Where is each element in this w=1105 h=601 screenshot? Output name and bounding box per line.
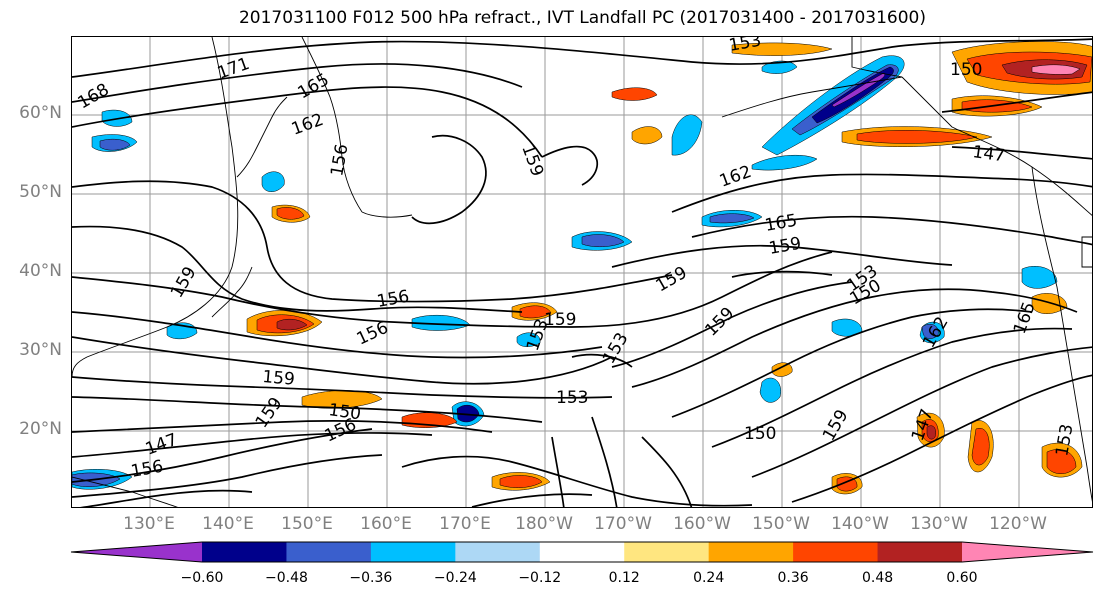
lon-label-140w: 140°W: [831, 514, 889, 534]
lat-label-20n: 20°N: [19, 419, 62, 439]
graticule: [72, 37, 1092, 507]
contour-label: 147: [971, 142, 1006, 166]
lon-label-130e: 130°E: [123, 514, 175, 534]
lon-label-120w: 120°W: [989, 514, 1047, 534]
lat-label-40n: 40°N: [19, 261, 62, 281]
contour-label: 168: [75, 80, 113, 114]
colorbar-tick-label: −0.12: [518, 570, 562, 586]
colorbar-tick-label: 0.24: [693, 570, 725, 586]
colorbar-bin: [202, 542, 287, 562]
colorbar-bin: [624, 542, 710, 562]
contour-label: 153: [556, 388, 588, 408]
colorbar-bin: [708, 542, 794, 562]
colorbar-bin: [370, 542, 456, 562]
contour-label: 165: [1010, 299, 1040, 336]
contour-label: 159: [517, 142, 547, 179]
colorbar-tick-label: 0.48: [861, 570, 894, 586]
contour-label: 171: [215, 54, 252, 84]
contour-label: 159: [252, 394, 287, 432]
contour-label: 150: [950, 60, 982, 80]
colorbar-bin: [877, 542, 963, 562]
contour-label: 159: [653, 263, 691, 297]
lon-label-140e: 140°E: [202, 514, 254, 534]
contour-label: 150: [744, 424, 776, 444]
lat-label-30n: 30°N: [19, 340, 62, 360]
lon-label-170w: 170°W: [594, 514, 652, 534]
lon-label-180w: 180°W: [515, 514, 573, 534]
contour-label: 159: [544, 310, 576, 330]
colorbar-tick-label: −0.24: [433, 570, 477, 586]
contour-label: 162: [919, 313, 953, 351]
contour-label: 150: [327, 400, 362, 424]
shaded-anomalies: [72, 41, 1092, 495]
colorbar-tick-label: 0.12: [608, 570, 640, 586]
lat-label-60n: 60°N: [19, 103, 62, 123]
colorbar-max-extension: [962, 542, 1093, 562]
contour-label: 165: [295, 70, 333, 104]
contour-label: 159: [819, 406, 853, 444]
contour-label: 153: [523, 316, 553, 353]
map-canvas: 171 168 165 162 159 156 153 150 147 162 …: [72, 37, 1092, 507]
colorbar-bin: [455, 542, 541, 562]
colorbar-outline: [70, 541, 1094, 563]
page-title: 2017031100 F012 500 hPa refract., IVT La…: [238, 8, 926, 28]
lon-label-160w: 160°W: [673, 514, 731, 534]
contour-label: 159: [262, 367, 296, 390]
colorbar-segments: [70, 541, 1094, 563]
contour-label: 159: [167, 263, 201, 301]
lon-label-150w: 150°W: [752, 514, 810, 534]
lon-label-130w: 130°W: [910, 514, 968, 534]
contour-label: 147: [143, 430, 180, 460]
lat-label-50n: 50°N: [19, 182, 62, 202]
colorbar-tick-label: 0.60: [946, 570, 978, 586]
lon-label-150e: 150°E: [281, 514, 333, 534]
colorbar-tick-label: −0.36: [349, 570, 393, 586]
lon-label-160e: 160°E: [360, 514, 412, 534]
colorbar: [70, 541, 1094, 563]
colorbar-min-extension: [71, 542, 202, 562]
map-panel: 171 168 165 162 159 156 153 150 147 162 …: [71, 36, 1093, 508]
contour-label: 159: [701, 303, 738, 340]
colorbar-bin: [286, 542, 372, 562]
lon-label-170e: 170°E: [439, 514, 491, 534]
colorbar-tick-label: −0.48: [264, 570, 308, 586]
contour-label: 159: [767, 234, 802, 259]
contour-label: 153: [727, 37, 762, 56]
contour-label: 162: [289, 110, 326, 140]
contour-label: 156: [129, 457, 164, 482]
contour-label: 156: [327, 142, 352, 177]
colorbar-tick-label: 0.36: [777, 570, 809, 586]
contour-label: 165: [763, 211, 798, 236]
height-contours: [72, 38, 1092, 507]
colorbar-bin: [539, 542, 625, 562]
colorbar-bin: [793, 542, 879, 562]
colorbar-tick-label: −0.60: [180, 570, 224, 586]
